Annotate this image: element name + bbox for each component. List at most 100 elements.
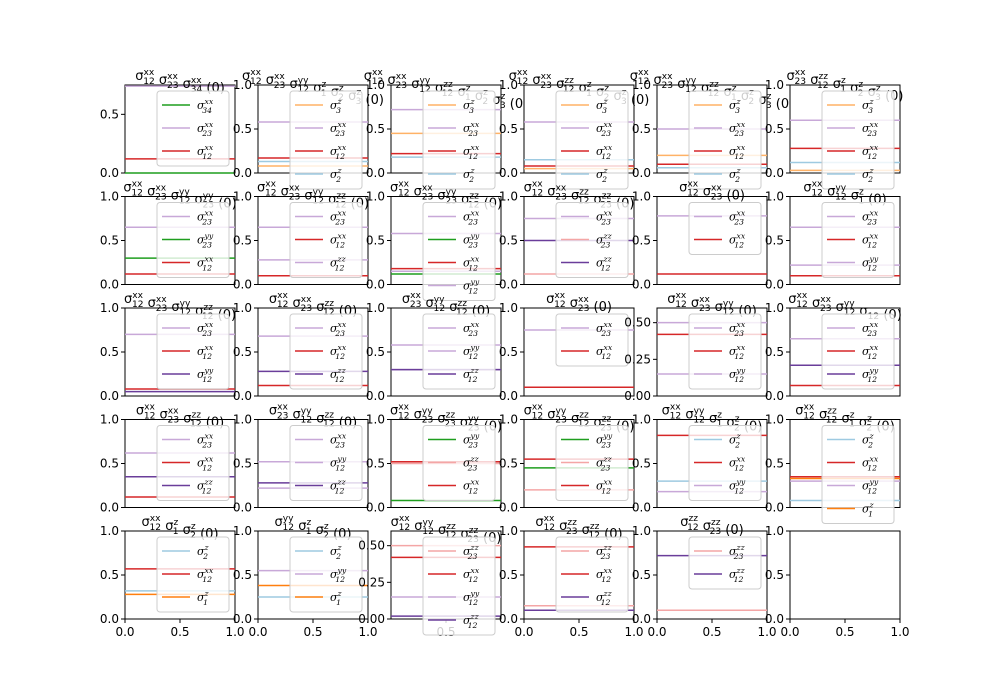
legend-label: σxx 12 — [330, 143, 347, 161]
legend-label: σz 2 — [862, 432, 875, 450]
y-tick-label: 1.0 — [499, 78, 518, 92]
y-tick-label: 0.0 — [499, 501, 518, 515]
legend-label: σzz 23 — [463, 543, 480, 561]
legend-box — [422, 313, 496, 390]
legend-label: σzz 23 — [463, 455, 480, 473]
x-tick-label: 1.0 — [225, 625, 244, 639]
y-tick-label: 1.0 — [765, 524, 784, 538]
y-tick-label: 0.0 — [632, 278, 651, 292]
legend-box — [289, 425, 363, 501]
legend-box — [821, 313, 895, 390]
legend-box — [156, 202, 230, 278]
legend-label: σzz 12 — [197, 478, 214, 496]
legend-box — [555, 536, 629, 613]
legend-label: σxx 12 — [197, 343, 214, 361]
y-tick-label: 0.0 — [632, 166, 651, 180]
legend-label: σz 2 — [330, 543, 343, 561]
legend-label: σzz 23 — [596, 232, 613, 250]
legend-label: σxx 12 — [862, 455, 879, 473]
y-tick-label: 0.0 — [632, 612, 651, 626]
subplot: 0.0 0.5 1.0 σxx 12 σxx 23 (0) σxx 23 σxx 12 — [499, 291, 635, 403]
y-tick-label: 0.0 — [100, 278, 119, 292]
x-tick-label: 0.5 — [702, 625, 721, 639]
legend-box — [821, 202, 895, 278]
legend-label: σxx 12 — [197, 255, 214, 273]
y-tick-label: 0.0 — [366, 278, 385, 292]
legend-box — [821, 90, 895, 190]
legend-label: σyy 12 — [729, 478, 746, 496]
legend-label: σxx 12 — [729, 143, 746, 161]
y-tick-label: 0.0 — [765, 612, 784, 626]
legend-box — [156, 313, 230, 390]
y-tick-label: 0.0 — [233, 612, 252, 626]
y-tick-label: 0.5 — [233, 457, 252, 471]
legend-box — [156, 425, 230, 501]
y-tick-label: 0.00 — [624, 389, 651, 403]
y-tick-label: 1.0 — [100, 301, 119, 315]
x-tick-label: 1.0 — [890, 625, 909, 639]
legend-box — [688, 536, 762, 590]
y-tick-label: 0.5 — [233, 234, 252, 248]
x-tick-label: 0.0 — [248, 625, 267, 639]
legend-label: σyy 12 — [463, 589, 480, 607]
legend-label: σz 3 — [463, 97, 476, 115]
x-tick-label: 0.5 — [835, 625, 854, 639]
y-tick-label: 0.25 — [358, 575, 385, 589]
y-tick-label: 0.5 — [632, 122, 651, 136]
legend-label: σzz 12 — [463, 612, 480, 630]
legend-label: σxx 12 — [463, 478, 480, 496]
legend-label: σyy 12 — [463, 278, 480, 296]
y-tick-label: 0.5 — [366, 457, 385, 471]
y-tick-label: 1.0 — [233, 301, 252, 315]
axes-frame — [789, 530, 901, 620]
subplot: 0.0 0.5 1.0 0.0 0.5 1.0 σzz 12 σzz 23 (0) σzz 23 σz… — [632, 514, 777, 639]
legend-label: σzz 12 — [729, 566, 746, 584]
x-tick-label: 0.0 — [780, 625, 799, 639]
y-tick-label: 0.5 — [366, 122, 385, 136]
y-tick-label: 1.0 — [499, 413, 518, 427]
legend-label: σxx 23 — [463, 120, 480, 138]
y-tick-label: 0.5 — [100, 234, 119, 248]
legend-label: σz 2 — [330, 166, 343, 184]
legend-label: σxx 23 — [729, 209, 746, 227]
legend-label: σyy 23 — [197, 232, 214, 250]
y-tick-label: 0.5 — [765, 122, 784, 136]
legend-label: σxx 12 — [729, 455, 746, 473]
legend-box — [156, 90, 230, 167]
legend-label: σxx 23 — [330, 209, 347, 227]
x-tick-label: 0.0 — [647, 625, 666, 639]
y-tick-label: 0.0 — [233, 278, 252, 292]
subplot: 0.0 0.5 1.0 σxx 12 σxx 23 (0) σxx 23 σxx 12 — [632, 180, 768, 292]
y-tick-label: 0.0 — [100, 166, 119, 180]
legend-label: σxx 12 — [862, 143, 879, 161]
y-tick-label: 1.0 — [632, 78, 651, 92]
y-tick-label: 1.0 — [765, 190, 784, 204]
y-tick-label: 0.0 — [765, 389, 784, 403]
subplot-title: σxx 12 σxx 23 (0) — [679, 180, 745, 204]
legend-label: σxx 12 — [729, 343, 746, 361]
legend-label: σxx 12 — [330, 343, 347, 361]
y-tick-label: 1.0 — [233, 413, 252, 427]
y-tick-label: 0.5 — [233, 122, 252, 136]
legend-label: σxx 12 — [330, 232, 347, 250]
legend-label: σxx 23 — [729, 120, 746, 138]
legend-label: σxx 12 — [596, 343, 613, 361]
y-tick-label: 1.0 — [233, 524, 252, 538]
y-tick-label: 0.0 — [499, 278, 518, 292]
y-tick-label: 0.5 — [765, 345, 784, 359]
legend-label: σxx 12 — [596, 478, 613, 496]
legend-label: σz 2 — [197, 543, 210, 561]
